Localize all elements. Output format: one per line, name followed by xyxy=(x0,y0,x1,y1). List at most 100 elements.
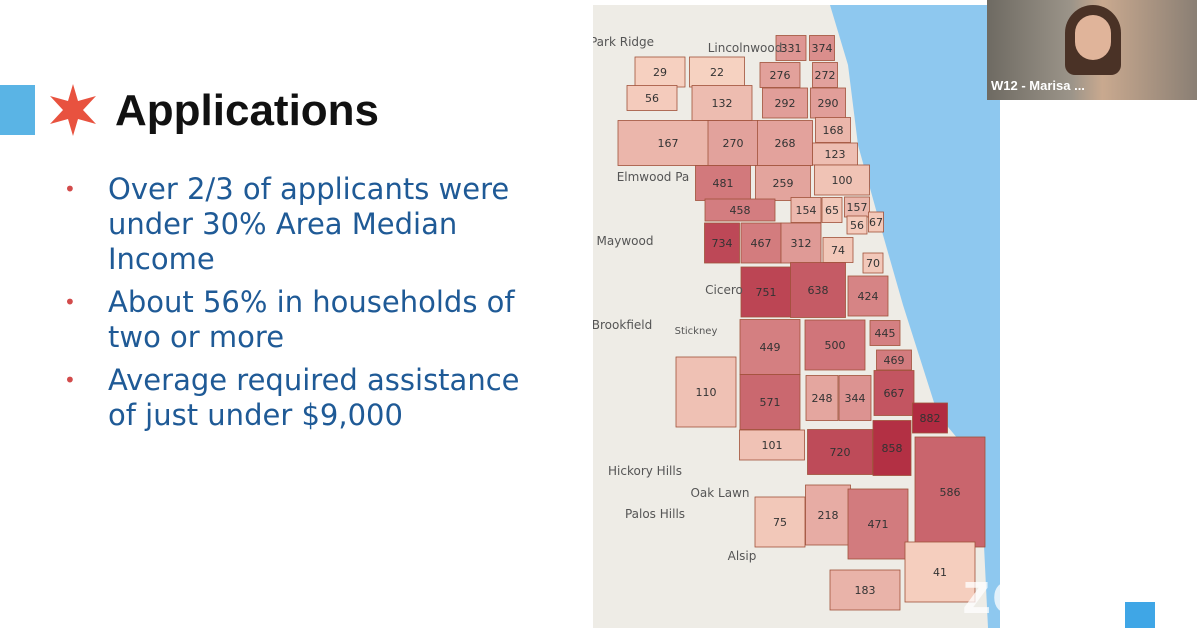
region-label: 751 xyxy=(756,286,777,299)
region xyxy=(691,85,753,121)
region-label: 75 xyxy=(773,516,787,529)
region xyxy=(815,117,851,143)
video-thumbnail xyxy=(987,0,1197,100)
place-label: Palos Hills xyxy=(625,507,685,521)
region-label: 259 xyxy=(773,177,794,190)
region xyxy=(707,120,759,166)
region xyxy=(617,120,719,166)
region-label: 100 xyxy=(832,174,853,187)
region-label: 290 xyxy=(818,97,839,110)
accent-block xyxy=(1125,602,1155,628)
region-label: 858 xyxy=(882,442,903,455)
region-label: 123 xyxy=(825,148,846,161)
region xyxy=(695,165,751,201)
region-label: 458 xyxy=(730,204,751,217)
region xyxy=(846,215,868,235)
region xyxy=(790,197,822,223)
place-label: Oak Lawn xyxy=(690,486,749,500)
bullet: About 56% in households of two or more xyxy=(60,285,520,355)
region-label: 734 xyxy=(712,237,733,250)
region xyxy=(873,370,915,416)
region-label: 586 xyxy=(940,486,961,499)
place-label: Brookfield xyxy=(593,318,652,332)
region-label: 154 xyxy=(796,204,817,217)
region-label: 167 xyxy=(658,137,679,150)
region xyxy=(847,275,889,317)
region-label: 424 xyxy=(858,290,879,303)
region-label: 331 xyxy=(781,42,802,55)
region-label: 65 xyxy=(825,204,839,217)
region xyxy=(847,488,909,560)
region-label: 882 xyxy=(920,412,941,425)
bullet-list: Over 2/3 of applicants were under 30% Ar… xyxy=(60,172,520,441)
region xyxy=(821,197,843,223)
region xyxy=(829,569,901,611)
region-label: 344 xyxy=(845,392,866,405)
region-label: 74 xyxy=(831,244,845,257)
region xyxy=(812,62,838,88)
bullet: Over 2/3 of applicants were under 30% Ar… xyxy=(60,172,520,277)
region-label: 67 xyxy=(869,216,883,229)
region-label: 132 xyxy=(712,97,733,110)
region xyxy=(740,222,782,264)
region xyxy=(862,252,884,274)
region-label: 374 xyxy=(812,42,833,55)
participant-name: W12 - Marisa ... xyxy=(991,78,1085,93)
region xyxy=(809,35,835,61)
region xyxy=(822,237,854,263)
place-label: Alsip xyxy=(728,549,757,563)
region-label: 276 xyxy=(770,69,791,82)
region-label: 183 xyxy=(855,584,876,597)
region-label: 469 xyxy=(884,354,905,367)
region-label: 268 xyxy=(775,137,796,150)
region-label: 500 xyxy=(825,339,846,352)
slide-title: Applications xyxy=(115,86,380,135)
region xyxy=(762,87,808,119)
region xyxy=(838,375,872,421)
place-label: Elmwood Pa xyxy=(617,170,690,184)
region xyxy=(914,436,986,548)
region-label: 29 xyxy=(653,66,667,79)
star-icon xyxy=(50,84,96,136)
bullet: Average required assistance of just unde… xyxy=(60,363,520,433)
region xyxy=(626,85,678,111)
region xyxy=(740,266,792,318)
region xyxy=(704,198,776,222)
region-label: 481 xyxy=(713,177,734,190)
region xyxy=(912,402,948,434)
place-label: Maywood xyxy=(597,234,654,248)
region xyxy=(810,87,846,119)
region xyxy=(755,165,811,201)
region xyxy=(759,62,801,88)
watermark: zoom xyxy=(962,561,1118,626)
region-label: 471 xyxy=(868,518,889,531)
place-label: Stickney xyxy=(675,326,718,337)
region-label: 667 xyxy=(884,387,905,400)
region-label: 56 xyxy=(645,92,659,105)
region-label: 168 xyxy=(823,124,844,137)
region xyxy=(868,211,884,233)
place-label: Lincolnwood xyxy=(708,41,783,55)
region xyxy=(805,375,839,421)
region xyxy=(775,35,807,61)
region-label: 101 xyxy=(762,439,783,452)
region xyxy=(704,222,740,264)
region xyxy=(876,349,912,371)
region-label: 312 xyxy=(791,237,812,250)
region-label: 22 xyxy=(710,66,724,79)
region xyxy=(739,429,805,461)
region xyxy=(869,320,901,346)
region-label: 449 xyxy=(760,341,781,354)
region xyxy=(754,496,806,548)
accent-block xyxy=(0,85,35,135)
region xyxy=(807,429,873,475)
region-label: 157 xyxy=(847,201,868,214)
place-label: Hickory Hills xyxy=(608,464,682,478)
map: 331 374 276 272 29 22 56 132 292 290 168 167 270 268 1… xyxy=(593,5,1000,628)
region-label: 218 xyxy=(818,509,839,522)
region-label: 292 xyxy=(775,97,796,110)
region-label: 445 xyxy=(875,327,896,340)
region-label: 270 xyxy=(723,137,744,150)
region xyxy=(790,262,846,318)
